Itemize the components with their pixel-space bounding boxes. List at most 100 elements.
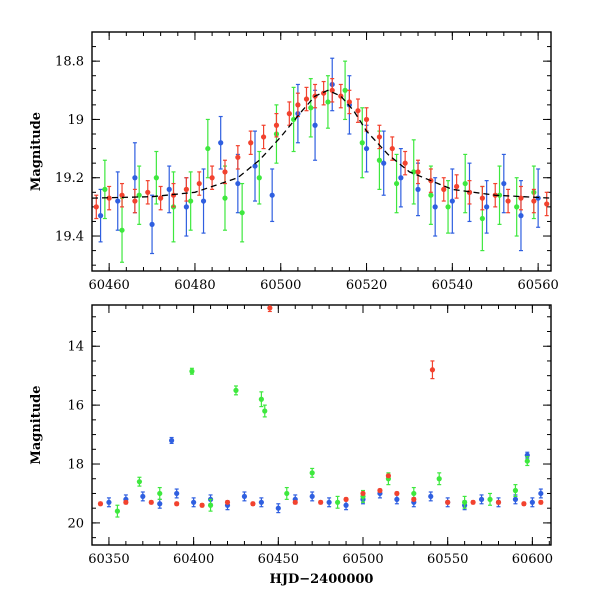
data-point [119, 227, 125, 233]
data-point [235, 154, 241, 160]
data-point [275, 505, 281, 511]
data-point [454, 183, 460, 190]
data-point [402, 160, 408, 166]
data-point [521, 501, 527, 507]
data-point [436, 476, 442, 482]
data-point [343, 496, 349, 502]
data-point [148, 499, 154, 505]
y-tick-label: 14 [67, 340, 84, 355]
data-point [429, 367, 436, 373]
y-tick-label: 20 [67, 516, 84, 531]
data-point [284, 490, 290, 497]
data-point [292, 499, 298, 505]
data-point [169, 437, 175, 444]
data-point [355, 108, 361, 114]
data-point [487, 496, 493, 502]
data-point [295, 102, 301, 108]
data-point [157, 501, 163, 507]
data-point [505, 198, 511, 204]
data-point [115, 198, 121, 204]
series-2 [93, 78, 550, 220]
data-point [529, 499, 535, 505]
data-point [248, 140, 254, 146]
data-point [415, 186, 421, 192]
data-point [106, 195, 112, 201]
data-point [449, 198, 455, 204]
data-point [309, 470, 315, 476]
data-point [512, 487, 519, 494]
data-point [496, 192, 503, 198]
plot-area [97, 305, 544, 518]
data-point [188, 198, 194, 204]
data-point [326, 499, 332, 505]
data-point [224, 499, 231, 505]
data-point [415, 169, 421, 175]
x-tick-label: 60480 [174, 278, 215, 293]
data-point [123, 499, 129, 505]
data-point [183, 204, 189, 210]
data-point [196, 180, 202, 187]
y-tick-label: 19 [67, 113, 84, 128]
series-1 [114, 367, 530, 518]
data-point [309, 493, 315, 500]
data-point [233, 387, 239, 393]
data-point [132, 175, 138, 181]
data-point [470, 499, 476, 505]
data-point [260, 134, 267, 140]
series-0 [97, 57, 541, 255]
data-point [428, 192, 434, 198]
data-point [312, 122, 318, 128]
data-point [393, 180, 400, 187]
data-point [484, 204, 490, 210]
data-point [376, 157, 383, 163]
data-point [524, 458, 530, 464]
data-point [102, 186, 108, 192]
x-tick-label: 60600 [512, 552, 553, 567]
data-point [514, 204, 520, 210]
data-point [538, 490, 544, 497]
data-point [170, 192, 177, 198]
data-point [385, 473, 392, 479]
data-point [441, 186, 447, 192]
data-point [235, 180, 241, 187]
data-point [200, 198, 207, 204]
x-tick-label: 60520 [346, 278, 387, 293]
data-point [512, 496, 519, 502]
bottom-panel: 60350 60400 60450 60500 60550 60600 14 16 18 20 Ma… [29, 304, 553, 587]
data-point [432, 204, 438, 210]
data-point [250, 501, 256, 507]
data-point [258, 499, 264, 505]
data-point [183, 186, 189, 192]
data-point [252, 163, 258, 169]
data-point [291, 116, 297, 123]
data-point [411, 496, 417, 502]
x-tick-label: 60500 [342, 552, 383, 567]
data-point [359, 140, 365, 146]
data-point [256, 175, 262, 181]
data-point [174, 501, 180, 507]
x-tick-label: 60400 [173, 552, 214, 567]
data-point [363, 145, 370, 152]
data-point [479, 215, 485, 222]
data-point [394, 490, 400, 497]
data-point [445, 204, 451, 210]
y-tick-label: 18.8 [55, 55, 84, 70]
data-point [360, 490, 366, 497]
data-point [377, 487, 383, 494]
x-axis-label: HJD−2400000 [270, 572, 374, 587]
x-tick-label: 60560 [517, 278, 558, 293]
series-0 [106, 436, 544, 514]
data-point [222, 169, 228, 175]
x-tick-label: 60550 [427, 552, 468, 567]
y-tick-label: 19.2 [55, 171, 84, 186]
data-point [411, 490, 417, 497]
y-axis-label: Magnitude [29, 385, 44, 464]
data-point [445, 499, 451, 505]
data-point [114, 508, 121, 514]
data-point [145, 189, 151, 195]
data-point [267, 305, 273, 311]
data-point [273, 122, 280, 128]
data-point [140, 493, 146, 500]
